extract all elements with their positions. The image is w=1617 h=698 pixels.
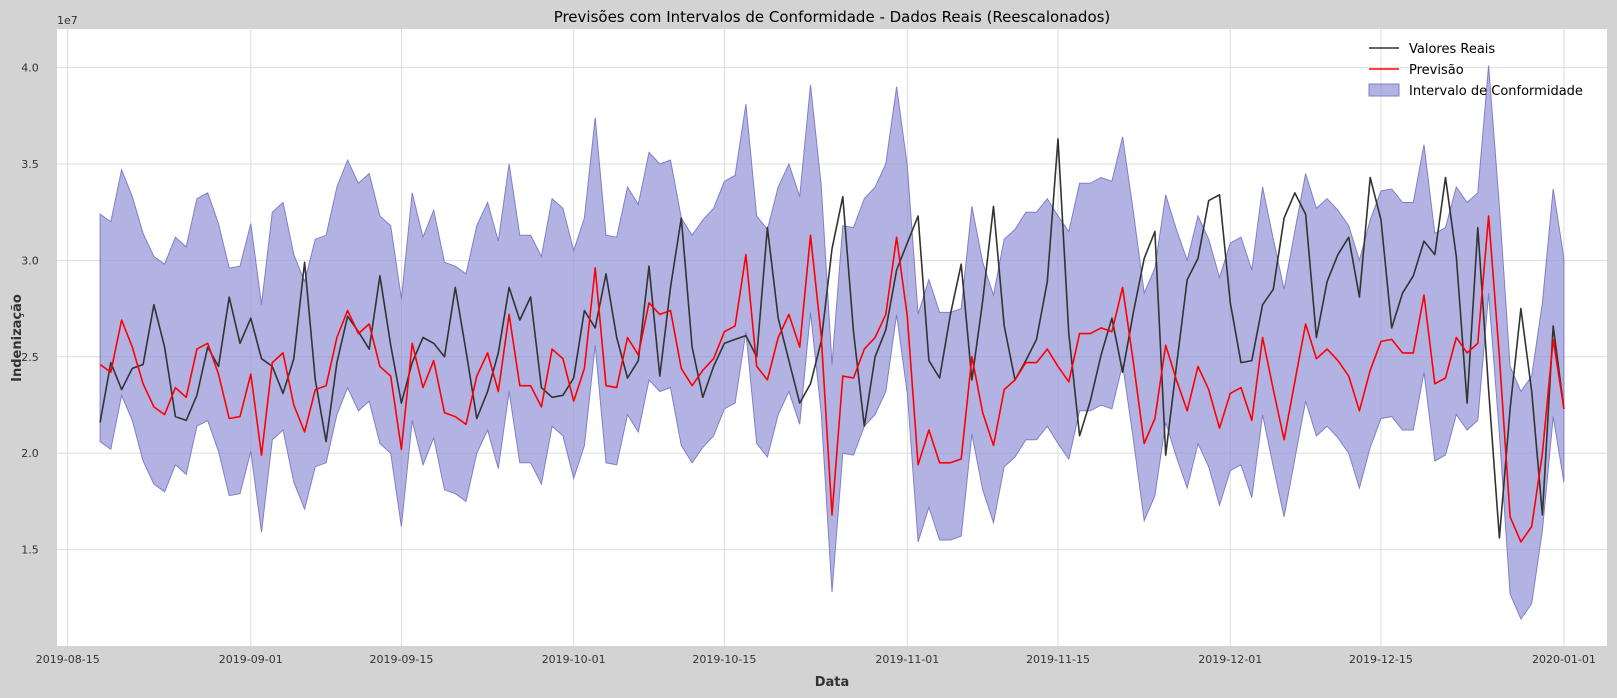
y-axis-title: Indenização bbox=[10, 294, 25, 382]
y-tick-label: 2.0 bbox=[21, 447, 39, 460]
series-lines-layer bbox=[99, 138, 1565, 543]
legend-label-valores-reais: Valores Reais bbox=[1409, 42, 1495, 57]
x-tick-label: 2019-09-01 bbox=[219, 653, 283, 666]
conformity-interval-band bbox=[99, 65, 1565, 621]
series-line-previsao bbox=[99, 215, 1565, 543]
chart-title: Previsões com Intervalos de Conformidade… bbox=[554, 8, 1111, 26]
x-tick-label: 2019-09-15 bbox=[369, 653, 433, 666]
x-tick-label: 2019-11-01 bbox=[875, 653, 939, 666]
x-tick-labels: 2019-08-15 2019-09-01 2019-09-15 2019-10-01… bbox=[36, 653, 1596, 666]
y-tick-label: 3.0 bbox=[21, 254, 39, 267]
y-offset-label: 1e7 bbox=[57, 14, 78, 27]
legend-label-intervalo: Intervalo de Conformidade bbox=[1409, 84, 1583, 99]
x-tick-label: 2019-08-15 bbox=[36, 653, 100, 666]
y-tick-label: 1.5 bbox=[21, 544, 39, 557]
x-tick-label: 2019-10-01 bbox=[542, 653, 606, 666]
legend-label-previsao: Previsão bbox=[1409, 63, 1464, 78]
y-tick-label: 3.5 bbox=[21, 158, 39, 171]
x-tick-label: 2020-01-01 bbox=[1532, 653, 1596, 666]
x-tick-label: 2019-12-01 bbox=[1198, 653, 1262, 666]
y-tick-label: 4.0 bbox=[21, 62, 39, 75]
x-axis-title: Data bbox=[815, 675, 850, 690]
legend-swatch-intervalo bbox=[1368, 83, 1400, 97]
series-line-valores-reais bbox=[99, 138, 1565, 539]
x-tick-label: 2019-10-15 bbox=[692, 653, 756, 666]
x-tick-label: 2019-11-15 bbox=[1026, 653, 1090, 666]
interval-band-layer bbox=[99, 65, 1565, 621]
y-tick-labels: 1.5 2.0 2.5 3.0 3.5 4.0 bbox=[21, 62, 39, 557]
y-tick-label: 2.5 bbox=[21, 351, 39, 364]
x-tick-label: 2019-12-15 bbox=[1349, 653, 1413, 666]
legend: Valores Reais Previsão Intervalo de Conf… bbox=[1368, 42, 1583, 99]
